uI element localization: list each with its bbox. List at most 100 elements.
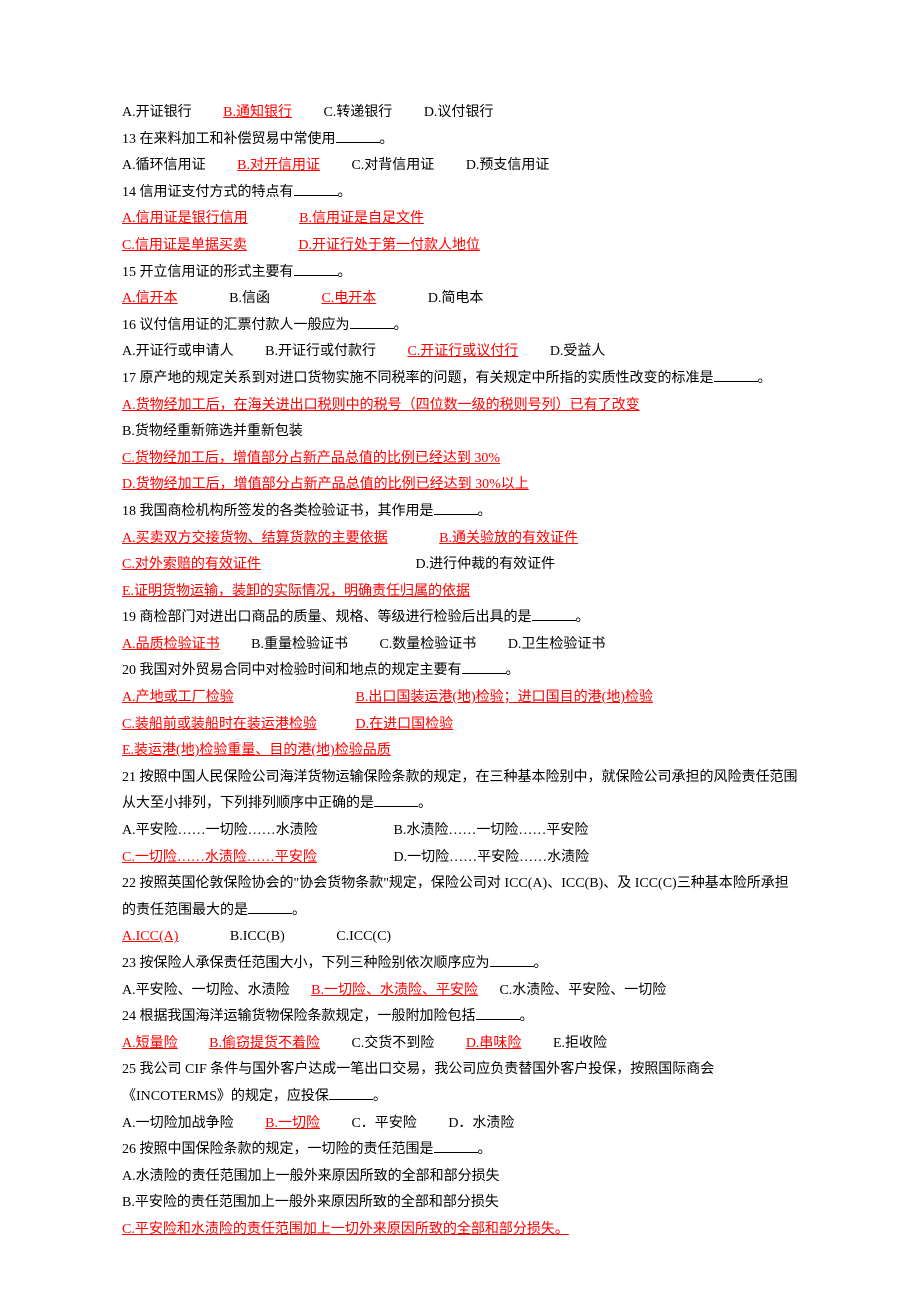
q12-options: A.开证银行 B.通知银行 C.转递银行 D.议付银行 <box>122 100 798 127</box>
q18-row2: C.对外索赔的有效证件 D.进行仲裁的有效证件 <box>122 552 798 579</box>
q26-opt-b-line: B.平安险的责任范围加上一般外来原因所致的全部和部分损失 <box>122 1190 798 1217</box>
q22-stem: 22 按照英国伦敦保险协会的"协会货物条款"规定，保险公司对 ICC(A)、IC… <box>122 871 798 924</box>
q18-stem-text: 18 我国商检机构所签发的各类检验证书，其作用是 <box>122 504 434 519</box>
q13-options: A.循环信用证 B.对开信用证 C.对背信用证 D.预支信用证 <box>122 153 798 180</box>
q15-stem: 15 开立信用证的形式主要有。 <box>122 260 798 287</box>
blank <box>714 367 758 382</box>
q17-stem-text: 17 原产地的规定关系到对进口货物实施不同税率的问题，有关规定中所指的实质性改变… <box>122 371 714 386</box>
q15-opt-c: C.电开本 <box>321 291 376 306</box>
q12-opt-d: D.议付银行 <box>424 105 494 120</box>
q23-opt-b: B.一切险、水渍险、平安险 <box>311 983 478 998</box>
q17-opt-c: C.货物经加工后，增值部分占新产品总值的比例已经达到 30% <box>122 451 500 466</box>
q21-opt-d: D.一切险……平安险……水渍险 <box>394 850 590 865</box>
q17-opt-a-line: A.货物经加工后，在海关进出口税则中的税号（四位数一级的税则号列）已有了改变 <box>122 393 798 420</box>
q15-opt-b: B.信函 <box>229 291 270 306</box>
blank <box>294 181 338 196</box>
q17-opt-d: D.货物经加工后，增值部分占新产品总值的比例已经达到 30%以上 <box>122 477 529 492</box>
blank <box>336 128 380 143</box>
blank <box>434 1138 478 1153</box>
q25-options: A.一切险加战争险 B.一切险 C．平安险 D．水渍险 <box>122 1111 798 1138</box>
blank <box>462 659 506 674</box>
blank <box>350 314 394 329</box>
q17-opt-d-line: D.货物经加工后，增值部分占新产品总值的比例已经达到 30%以上 <box>122 472 798 499</box>
q23-opt-a: A.平安险、一切险、水渍险 <box>122 983 290 998</box>
q13-opt-b: B.对开信用证 <box>237 158 320 173</box>
q21-stem-tail: 。 <box>418 796 432 811</box>
q20-stem-tail: 。 <box>506 663 520 678</box>
blank <box>248 899 292 914</box>
q26-stem-tail: 。 <box>478 1142 492 1157</box>
q14-stem-text: 14 信用证支付方式的特点有 <box>122 185 294 200</box>
q20-opt-c: C.装船前或装船时在装运港检验 <box>122 712 352 739</box>
blank <box>434 500 478 515</box>
q24-stem: 24 根据我国海洋运输货物保险条款规定，一般附加险包括。 <box>122 1004 798 1031</box>
q15-stem-tail: 。 <box>338 265 352 280</box>
q18-stem: 18 我国商检机构所签发的各类检验证书，其作用是。 <box>122 499 798 526</box>
q21-stem: 21 按照中国人民保险公司海洋货物运输保险条款的规定，在三种基本险别中，就保险公… <box>122 765 798 818</box>
q22-opt-b: B.ICC(B) <box>230 929 285 944</box>
q14-opt-a: A.信用证是银行信用 <box>122 211 248 226</box>
q23-stem-text: 23 按保险人承保责任范围大小，下列三种险别依次顺序应为 <box>122 956 490 971</box>
q22-opt-c: C.ICC(C) <box>336 929 391 944</box>
q20-row3: E.装运港(地)检验重量、目的港(地)检验品质 <box>122 738 798 765</box>
q21-opt-b: B.水渍险……一切险……平安险 <box>394 823 589 838</box>
q22-stem-text: 22 按照英国伦敦保险协会的"协会货物条款"规定，保险公司对 ICC(A)、IC… <box>122 876 789 918</box>
q18-opt-c: C.对外索赔的有效证件 <box>122 552 412 579</box>
q16-opt-d: D.受益人 <box>550 344 606 359</box>
q13-stem-text: 13 在来料加工和补偿贸易中常使用 <box>122 132 336 147</box>
q19-stem-text: 19 商检部门对进出口商品的质量、规格、等级进行检验后出具的是 <box>122 610 532 625</box>
q19-stem-tail: 。 <box>576 610 590 625</box>
q16-stem-text: 16 议付信用证的汇票付款人一般应为 <box>122 318 350 333</box>
q20-opt-a: A.产地或工厂检验 <box>122 685 352 712</box>
q25-opt-b: B.一切险 <box>265 1116 320 1131</box>
q19-opt-b: B.重量检验证书 <box>251 637 348 652</box>
q17-opt-b-line: B.货物经重新筛选并重新包装 <box>122 419 798 446</box>
q24-opt-a: A.短量险 <box>122 1036 178 1051</box>
q20-stem-text: 20 我国对外贸易合同中对检验时间和地点的规定主要有 <box>122 663 462 678</box>
blank <box>532 606 576 621</box>
q18-row1: A.买卖双方交接货物、结算货款的主要依据 B.通关验放的有效证件 <box>122 526 798 553</box>
q15-options: A.信开本 B.信函 C.电开本 D.简电本 <box>122 286 798 313</box>
q18-opt-b: B.通关验放的有效证件 <box>439 531 578 546</box>
q17-opt-c-line: C.货物经加工后，增值部分占新产品总值的比例已经达到 30% <box>122 446 798 473</box>
q17-opt-a: A.货物经加工后，在海关进出口税则中的税号（四位数一级的税则号列）已有了改变 <box>122 398 640 413</box>
q22-stem-tail: 。 <box>292 903 306 918</box>
q13-stem: 13 在来料加工和补偿贸易中常使用。 <box>122 127 798 154</box>
q21-row1: A.平安险……一切险……水渍险 B.水渍险……一切险……平安险 <box>122 818 798 845</box>
q26-opt-b: B.平安险的责任范围加上一般外来原因所致的全部和部分损失 <box>122 1195 499 1210</box>
q25-stem-tail: 。 <box>373 1089 387 1104</box>
q26-opt-a-line: A.水渍险的责任范围加上一般外来原因所致的全部和部分损失 <box>122 1164 798 1191</box>
blank <box>476 1005 520 1020</box>
q16-stem: 16 议付信用证的汇票付款人一般应为。 <box>122 313 798 340</box>
q22-opt-a: A.ICC(A) <box>122 929 178 944</box>
q20-row1: A.产地或工厂检验 B.出口国装运港(地)检验；进口国目的港(地)检验 <box>122 685 798 712</box>
q20-row2: C.装船前或装船时在装运港检验 D.在进口国检验 <box>122 712 798 739</box>
q14-options-row1: A.信用证是银行信用 B.信用证是自足文件 <box>122 206 798 233</box>
q25-opt-d: D．水渍险 <box>448 1116 514 1131</box>
q19-opt-c: C.数量检验证书 <box>379 637 476 652</box>
q20-stem: 20 我国对外贸易合同中对检验时间和地点的规定主要有 。 <box>122 658 798 685</box>
q17-stem-tail: 。 <box>758 371 772 386</box>
q22-options: A.ICC(A) B.ICC(B) C.ICC(C) <box>122 924 798 951</box>
q23-stem: 23 按保险人承保责任范围大小，下列三种险别依次顺序应为 。 <box>122 951 798 978</box>
q25-opt-a: A.一切险加战争险 <box>122 1116 234 1131</box>
q23-stem-tail: 。 <box>534 956 548 971</box>
q23-opt-c: C.水渍险、平安险、一切险 <box>499 983 666 998</box>
q16-opt-a: A.开证行或申请人 <box>122 344 234 359</box>
q26-stem-text: 26 按照中国保险条款的规定，一切险的责任范围是 <box>122 1142 434 1157</box>
q23-options: A.平安险、一切险、水渍险 B.一切险、水渍险、平安险 C.水渍险、平安险、一切… <box>122 978 798 1005</box>
q12-opt-c: C.转递银行 <box>323 105 392 120</box>
q21-row2: C.一切险……水渍险……平安险 D.一切险……平安险……水渍险 <box>122 845 798 872</box>
q17-stem: 17 原产地的规定关系到对进口货物实施不同税率的问题，有关规定中所指的实质性改变… <box>122 366 798 393</box>
q24-stem-tail: 。 <box>520 1009 534 1024</box>
q25-stem-text: 25 我公司 CIF 条件与国外客户达成一笔出口交易，我公司应负责替国外客户投保… <box>122 1062 714 1104</box>
q15-opt-d: D.简电本 <box>428 291 484 306</box>
q13-opt-c: C.对背信用证 <box>351 158 434 173</box>
q24-opt-c: C.交货不到险 <box>351 1036 434 1051</box>
q24-options: A.短量险 B.偷窃提货不着险 C.交货不到险 D.串味险 E.拒收险 <box>122 1031 798 1058</box>
q20-opt-d: D.在进口国检验 <box>356 717 454 732</box>
q14-stem: 14 信用证支付方式的特点有。 <box>122 180 798 207</box>
q26-opt-a: A.水渍险的责任范围加上一般外来原因所致的全部和部分损失 <box>122 1169 500 1184</box>
q12-opt-a: A.开证银行 <box>122 105 192 120</box>
blank <box>374 792 418 807</box>
